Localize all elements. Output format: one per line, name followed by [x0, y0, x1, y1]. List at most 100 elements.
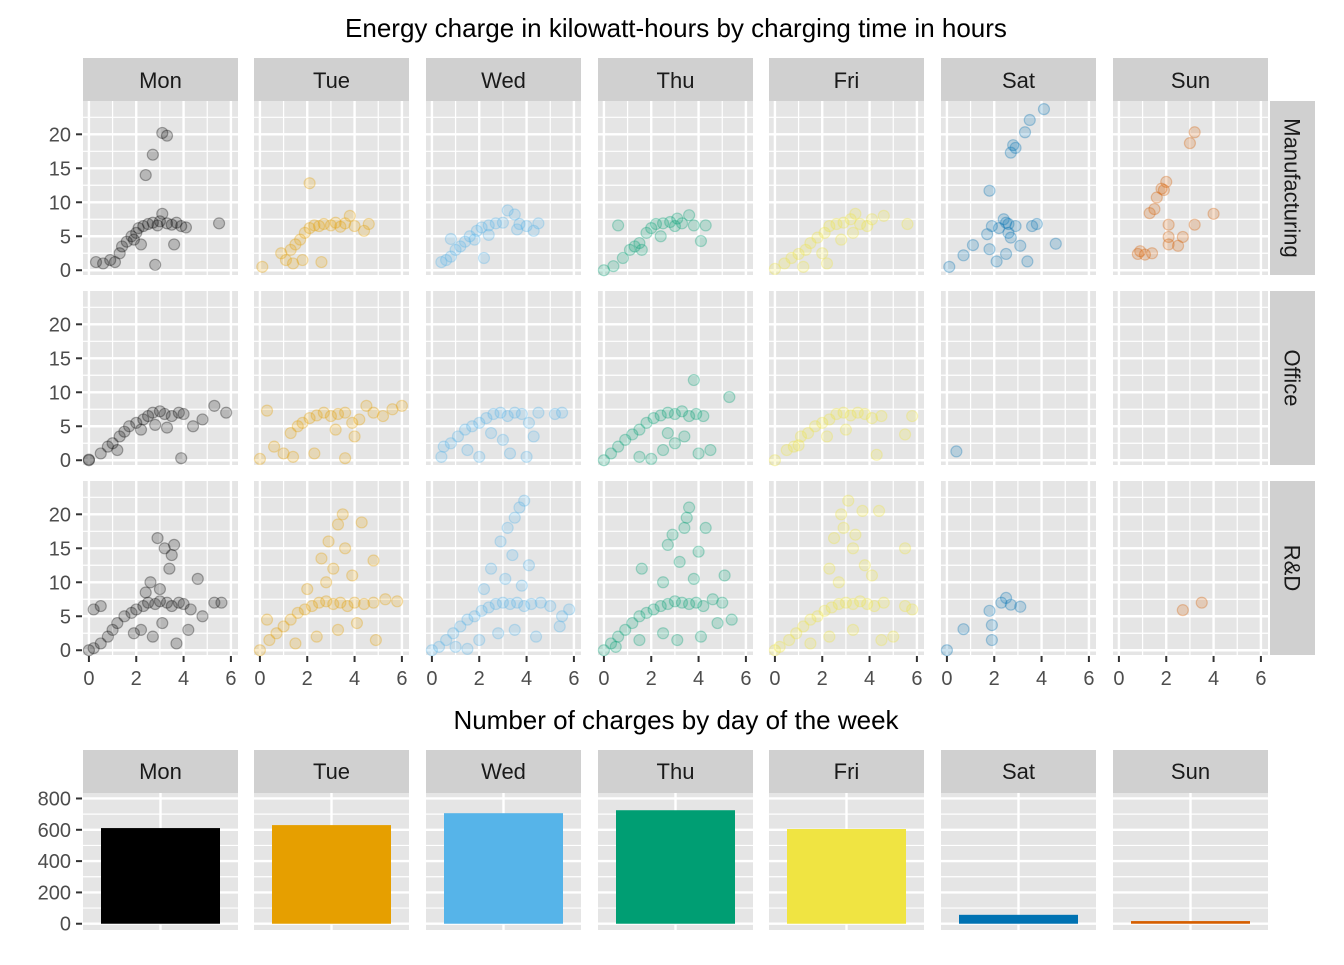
data-point	[851, 406, 864, 419]
data-point	[331, 623, 345, 636]
data-point	[1023, 113, 1036, 127]
data-point	[348, 430, 361, 443]
data-point	[477, 582, 491, 596]
data-point	[172, 406, 185, 419]
data-point	[835, 233, 848, 246]
data-point	[635, 562, 648, 575]
data-point	[177, 597, 190, 611]
data-point	[149, 258, 162, 271]
data-point	[331, 407, 345, 421]
strip-fri	[769, 58, 924, 101]
data-point	[563, 603, 576, 616]
panel-Office-Sat	[941, 291, 1096, 465]
data-point	[260, 404, 274, 417]
x-tick-label: 4	[349, 668, 360, 690]
data-point	[628, 240, 641, 253]
data-point	[768, 644, 782, 657]
data-point	[1160, 175, 1173, 188]
data-point	[87, 642, 100, 655]
data-point	[496, 596, 510, 609]
data-point	[887, 630, 900, 643]
data-point	[687, 219, 700, 232]
data-point	[1014, 600, 1027, 613]
data-point	[818, 226, 831, 239]
data-point	[823, 413, 836, 426]
data-point	[1162, 238, 1175, 251]
data-point	[270, 627, 283, 640]
data-point	[999, 216, 1013, 229]
bar-panel-Sat	[941, 793, 1096, 930]
data-point	[468, 610, 481, 623]
data-point	[153, 595, 167, 608]
data-point	[990, 255, 1003, 268]
data-point	[906, 409, 919, 423]
y-tick-label: 0	[60, 914, 71, 936]
panel-Manufacturing-Tue	[254, 101, 409, 275]
data-point	[106, 437, 119, 450]
data-point	[849, 207, 862, 220]
data-point	[458, 423, 472, 436]
data-point	[856, 504, 869, 518]
data-point	[683, 209, 696, 222]
data-point	[901, 217, 914, 231]
data-point	[633, 423, 646, 436]
data-point	[597, 264, 611, 277]
data-point	[291, 606, 304, 619]
bar-wed	[444, 813, 563, 924]
data-point	[461, 443, 474, 457]
data-point	[675, 217, 689, 230]
data-point	[513, 501, 526, 514]
data-point	[1021, 255, 1034, 268]
y-tick-label: 600	[38, 820, 71, 842]
data-point	[343, 209, 356, 222]
data-point	[284, 613, 297, 626]
data-point	[289, 238, 302, 251]
x-tick-label: 6	[568, 668, 579, 690]
data-point	[286, 257, 300, 270]
data-point	[837, 216, 850, 229]
data-point	[940, 644, 954, 657]
data-point	[134, 238, 148, 251]
bar-sat	[959, 914, 1078, 924]
data-point	[296, 416, 309, 429]
strip-label: Fri	[834, 759, 860, 784]
x-tick-label: 2	[817, 668, 828, 690]
data-point	[661, 406, 674, 419]
data-point	[82, 454, 96, 467]
data-point	[449, 243, 462, 256]
data-point	[494, 406, 507, 419]
data-point	[175, 219, 188, 233]
data-point	[125, 606, 138, 619]
data-point	[179, 221, 193, 234]
data-point	[310, 630, 323, 643]
data-point	[317, 406, 330, 419]
data-point	[346, 569, 359, 582]
data-point	[301, 582, 314, 596]
data-point	[999, 247, 1013, 261]
data-point	[792, 247, 805, 261]
data-point	[506, 548, 519, 562]
data-point	[215, 596, 228, 609]
data-point	[298, 603, 311, 616]
data-point	[604, 447, 618, 460]
strip-wed	[426, 58, 581, 101]
data-point	[153, 582, 167, 596]
panel-Manufacturing-Mon	[83, 101, 238, 275]
data-point	[499, 572, 512, 585]
data-point	[723, 390, 736, 404]
data-point	[835, 508, 848, 521]
y-tick-label: 10	[49, 192, 71, 214]
data-point	[846, 597, 860, 611]
data-point	[470, 224, 483, 237]
data-point	[830, 217, 843, 231]
data-point	[649, 217, 663, 231]
data-point	[656, 576, 670, 589]
bar-panel-Thu	[598, 793, 753, 930]
data-point	[527, 224, 540, 237]
data-point	[329, 216, 342, 229]
data-point	[683, 597, 696, 611]
scatter-title: Energy charge in kilowatt-hours by charg…	[345, 13, 1007, 43]
data-point	[153, 405, 167, 418]
data-point	[482, 219, 495, 232]
data-point	[839, 596, 853, 609]
